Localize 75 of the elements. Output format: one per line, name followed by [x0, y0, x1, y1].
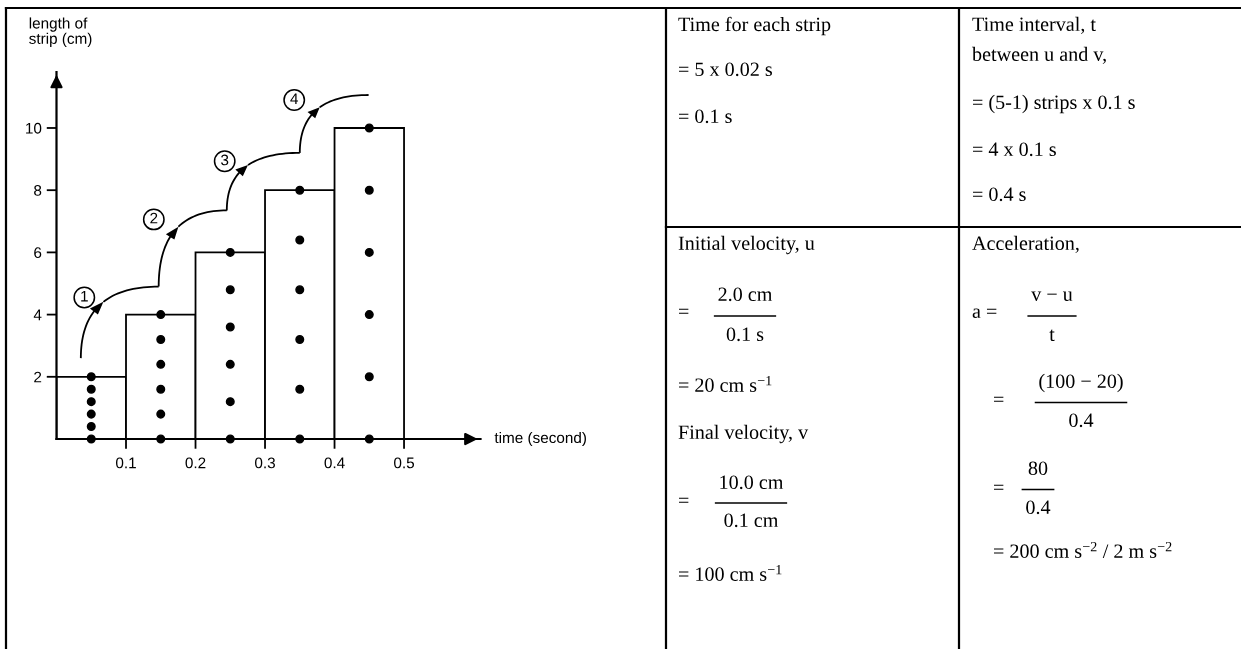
annotation: 4: [290, 93, 299, 104]
point: [364, 372, 374, 382]
text: 10.0 cm: [720, 475, 784, 490]
point: [364, 434, 374, 444]
point: [295, 235, 305, 245]
y-tick-label: 10: [26, 122, 42, 134]
point: [86, 422, 96, 432]
text: = 200 cm s$^{−2}$ / 2 m s$^{−2}$: [994, 541, 1172, 558]
point: [364, 247, 374, 257]
point: [295, 285, 305, 295]
text: = (5-1) strips x 0.1 s: [973, 94, 1135, 114]
text: 0.1 cm: [724, 513, 779, 528]
text: (100 − 20): [1039, 373, 1123, 393]
point: [156, 310, 166, 320]
x-tick-label: 0.5: [394, 457, 415, 469]
text: Final velocity, v: [678, 424, 809, 444]
y-tick-label: 2: [34, 371, 42, 383]
text: 80: [1028, 461, 1048, 476]
text: =: [994, 484, 1004, 490]
point: [225, 247, 235, 257]
x-tick-label: 0.3: [255, 457, 275, 469]
text: =: [679, 497, 689, 503]
text: a =: [972, 308, 997, 319]
point: [225, 322, 235, 332]
text: = 4 x 0.1 s: [973, 142, 1056, 157]
y-tick-label: 6: [34, 247, 42, 259]
point: [295, 185, 305, 195]
point: [86, 372, 96, 382]
point: [225, 285, 235, 295]
point: [364, 123, 374, 133]
point: [86, 409, 96, 419]
point: [295, 434, 305, 444]
text: between u and v,: [972, 46, 1106, 64]
annotation: 1: [81, 290, 88, 302]
point: [364, 310, 374, 320]
y-tick-label: 8: [34, 185, 42, 196]
point: [156, 359, 166, 369]
annotation: 3: [221, 154, 229, 166]
point: [364, 185, 374, 195]
annotation: 2: [150, 212, 158, 224]
point: [225, 434, 235, 444]
text: Acceleration,: [972, 235, 1079, 253]
text: Time for each strip: [678, 16, 831, 36]
text: =: [679, 308, 689, 314]
x-tick-label: 0.1: [115, 457, 136, 469]
point: [156, 409, 166, 419]
text: v − u: [1031, 291, 1073, 302]
point: [156, 334, 166, 344]
text: Initial velocity, u: [678, 235, 815, 255]
y-tick-label: 4: [33, 309, 42, 321]
x-tick-label: 0.2: [185, 457, 206, 469]
point: [295, 384, 305, 394]
text: = 20 cm s$^{−1}$: [679, 375, 772, 392]
text: 0.4: [1026, 500, 1051, 515]
text: 0.4: [1069, 413, 1094, 428]
text: = 0.1 s: [679, 109, 732, 124]
text: = 5 x 0.02 s: [679, 62, 772, 77]
point: [156, 384, 166, 394]
x-axis-title: time (second): [494, 431, 586, 447]
text: Time interval, t: [972, 16, 1096, 34]
point: [225, 359, 235, 369]
point: [295, 334, 305, 344]
text: = 0.4 s: [973, 187, 1026, 202]
y-axis-title: length of strip (cm): [29, 17, 92, 47]
text: =: [994, 396, 1004, 402]
point: [86, 434, 96, 444]
point: [86, 384, 96, 394]
text: 0.1 s: [726, 327, 764, 342]
point: [86, 397, 96, 407]
text: 2.0 cm: [718, 287, 773, 302]
x-tick-label: 0.4: [324, 457, 345, 469]
point: [156, 434, 166, 444]
text: = 100 cm s$^{−1}$: [679, 564, 782, 581]
point: [225, 397, 235, 407]
text: t: [1049, 329, 1055, 342]
